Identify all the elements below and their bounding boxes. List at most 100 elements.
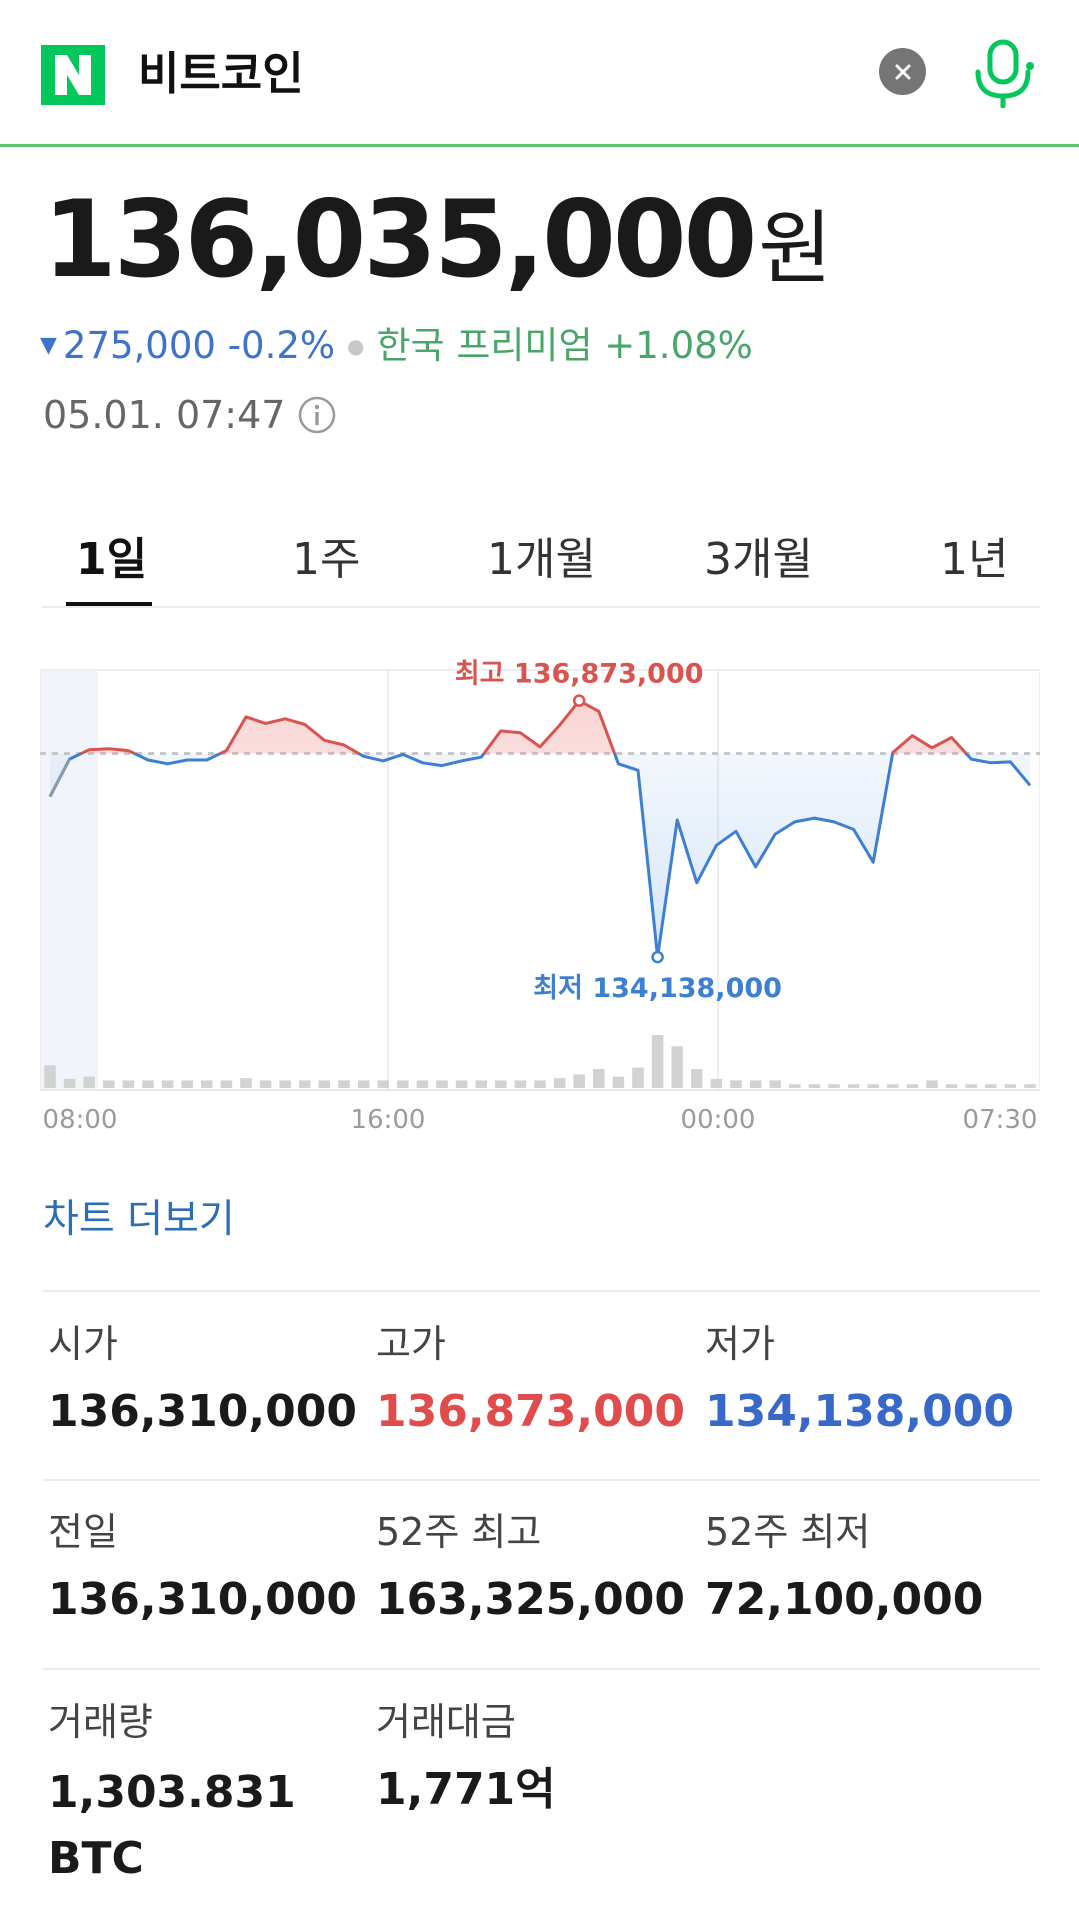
high-marker: [572, 694, 586, 707]
low-label: 최저 134,138,000: [533, 973, 782, 1004]
search-query[interactable]: 비트코인: [138, 47, 304, 100]
volume-bar: [1004, 1084, 1017, 1088]
stat-volume: 거래량 1,303.831 BTC: [48, 1696, 348, 1892]
microphone-icon[interactable]: [970, 38, 1036, 108]
volume-bar: [632, 1067, 644, 1088]
tab-1-week[interactable]: 1주: [292, 534, 361, 585]
volume-bar: [985, 1084, 997, 1088]
area-below: [50, 753, 1030, 958]
high-label: 최고 136,873,000: [455, 659, 704, 690]
volume-bar: [691, 1069, 703, 1088]
volume-bar: [357, 1080, 370, 1088]
volume-bar: [142, 1080, 154, 1088]
volume-bar: [671, 1046, 683, 1088]
price-line-below: [48, 753, 1032, 959]
stat-value: 136,873,000: [376, 1386, 685, 1437]
volume-bar: [808, 1084, 821, 1088]
tab-1-day[interactable]: 1일: [76, 534, 148, 585]
stat-value: 134,138,000: [705, 1386, 1014, 1437]
pre-market-band: [40, 670, 98, 1090]
naver-logo[interactable]: [41, 45, 105, 105]
period-tabs: 1일 1주 1개월 3개월 1년: [42, 512, 1040, 608]
volume-bar: [514, 1080, 527, 1088]
separator-dot: ●: [347, 334, 365, 358]
price-unit: 원: [758, 202, 832, 295]
volume-bar: [103, 1080, 115, 1088]
divider: [43, 1290, 1040, 1292]
price-chart[interactable]: 최고 136,873,000 최저 134,138,000 08:00 16:00 00…: [40, 640, 1040, 1140]
volume-bar: [651, 1035, 664, 1088]
current-price: 136,035,000원: [43, 180, 832, 309]
volume-bar: [534, 1080, 546, 1088]
volume-bar: [240, 1078, 252, 1088]
volume-bar: [161, 1080, 174, 1088]
volume-bar: [730, 1080, 742, 1088]
volume-bar: [945, 1084, 958, 1088]
stat-label: 52주 최고: [376, 1510, 542, 1554]
volume-bar: [279, 1080, 291, 1088]
stat-value: 136,310,000: [48, 1386, 357, 1437]
divider: [43, 1668, 1040, 1670]
stat-label: 저가: [705, 1322, 775, 1366]
price-value: 136,035,000: [43, 178, 757, 301]
stat-value: 72,100,000: [705, 1574, 984, 1625]
stat-52w-low: 52주 최저 72,100,000: [705, 1506, 983, 1630]
info-icon[interactable]: [297, 395, 337, 435]
volume-bar: [906, 1084, 919, 1088]
volume-bar: [377, 1080, 389, 1088]
timestamp-row: 05.01. 07:47: [43, 390, 337, 440]
down-arrow-icon: ▼: [40, 333, 57, 358]
tab-1-year[interactable]: 1년: [940, 534, 1009, 585]
volume-bar: [318, 1080, 331, 1088]
volume-bar: [593, 1069, 605, 1088]
volume-bar: [828, 1084, 840, 1088]
stat-label: 전일: [48, 1510, 118, 1554]
tab-1-month[interactable]: 1개월: [487, 534, 596, 585]
volume-bar: [475, 1080, 487, 1088]
low-marker: [651, 950, 664, 964]
volume-bar: [397, 1080, 409, 1088]
volume-bar: [887, 1084, 899, 1088]
stat-label: 52주 최저: [705, 1510, 871, 1554]
volume-bar: [436, 1080, 448, 1088]
divider: [43, 1479, 1040, 1481]
clear-search-button[interactable]: [879, 48, 926, 95]
volume-bar: [867, 1084, 879, 1088]
timestamp: 05.01. 07:47: [43, 393, 286, 437]
volume-bar: [44, 1065, 56, 1088]
volume-bar: [573, 1074, 585, 1088]
volume-bar: [789, 1084, 801, 1088]
tab-3-month[interactable]: 3개월: [704, 534, 813, 585]
volume-bar: [181, 1080, 193, 1088]
volume-bar: [63, 1078, 76, 1088]
stat-52w-high: 52주 최고 163,325,000: [376, 1506, 685, 1630]
volume-bar: [1024, 1084, 1036, 1088]
volume-bar: [965, 1084, 977, 1088]
x-tick-label: 08:00: [43, 1105, 118, 1135]
korea-premium[interactable]: 한국 프리미엄 +1.08%: [376, 324, 753, 367]
stat-value: 163,325,000: [376, 1574, 685, 1625]
stat-label: 거래량: [48, 1700, 153, 1744]
volume-bar: [416, 1080, 429, 1088]
price-change: 275,000 -0.2%: [62, 324, 336, 367]
price-line-start: [48, 758, 71, 798]
volume-bar: [259, 1080, 272, 1088]
volume-bar: [122, 1080, 135, 1088]
x-tick-label: 07:30: [963, 1105, 1038, 1135]
stat-prev-close: 전일 136,310,000: [48, 1506, 357, 1630]
stat-low: 저가 134,138,000: [705, 1318, 1014, 1442]
volume-bar: [749, 1080, 762, 1088]
volume-bar: [220, 1080, 233, 1088]
active-tab-indicator: [66, 602, 152, 606]
chart-more-link[interactable]: 차트 더보기: [43, 1197, 235, 1242]
change-row: ▼ 275,000 -0.2% ● 한국 프리미엄 +1.08%: [40, 322, 753, 370]
stat-turnover: 거래대금 1,771억: [376, 1696, 556, 1820]
stat-label: 거래대금: [376, 1700, 516, 1744]
volume-bar: [769, 1080, 781, 1088]
volume-bar: [495, 1080, 507, 1088]
volume-bar: [201, 1080, 213, 1088]
close-icon: [895, 64, 910, 79]
volume-bar: [553, 1078, 566, 1088]
volume-bar: [338, 1080, 350, 1088]
volume-bar: [926, 1080, 938, 1088]
